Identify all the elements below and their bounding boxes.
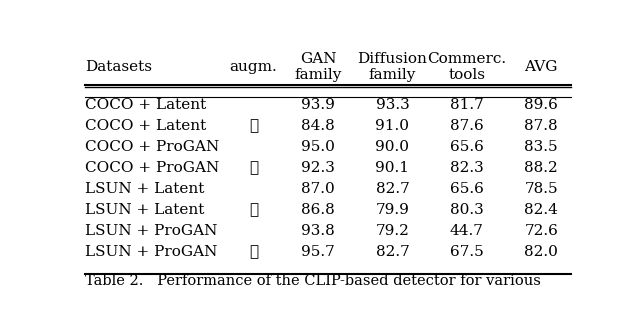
Text: 89.6: 89.6 xyxy=(524,98,558,112)
Text: 90.1: 90.1 xyxy=(376,161,410,175)
Text: LSUN + ProGAN: LSUN + ProGAN xyxy=(85,224,218,238)
Text: COCO + ProGAN: COCO + ProGAN xyxy=(85,140,220,154)
Text: 81.7: 81.7 xyxy=(450,98,484,112)
Text: 80.3: 80.3 xyxy=(450,203,484,217)
Text: Commerc.
tools: Commerc. tools xyxy=(428,51,506,82)
Text: ✓: ✓ xyxy=(249,119,258,133)
Text: 83.5: 83.5 xyxy=(524,140,558,154)
Text: 79.2: 79.2 xyxy=(376,224,410,238)
Text: 82.0: 82.0 xyxy=(524,245,558,259)
Text: GAN
family: GAN family xyxy=(294,51,342,82)
Text: 90.0: 90.0 xyxy=(376,140,410,154)
Text: COCO + ProGAN: COCO + ProGAN xyxy=(85,161,220,175)
Text: 95.7: 95.7 xyxy=(301,245,335,259)
Text: 82.7: 82.7 xyxy=(376,182,410,196)
Text: 65.6: 65.6 xyxy=(450,182,484,196)
Text: 78.5: 78.5 xyxy=(524,182,558,196)
Text: 72.6: 72.6 xyxy=(524,224,558,238)
Text: 95.0: 95.0 xyxy=(301,140,335,154)
Text: LSUN + Latent: LSUN + Latent xyxy=(85,203,204,217)
Text: 84.8: 84.8 xyxy=(301,119,335,133)
Text: 67.5: 67.5 xyxy=(450,245,484,259)
Text: Table 2.   Performance of the CLIP-based detector for various: Table 2. Performance of the CLIP-based d… xyxy=(85,274,541,288)
Text: ✓: ✓ xyxy=(249,161,258,175)
Text: 82.3: 82.3 xyxy=(450,161,484,175)
Text: 88.2: 88.2 xyxy=(524,161,558,175)
Text: 87.0: 87.0 xyxy=(301,182,335,196)
Text: AVG: AVG xyxy=(525,60,558,74)
Text: LSUN + Latent: LSUN + Latent xyxy=(85,182,204,196)
Text: 93.8: 93.8 xyxy=(301,224,335,238)
Text: 86.8: 86.8 xyxy=(301,203,335,217)
Text: COCO + Latent: COCO + Latent xyxy=(85,119,206,133)
Text: ✓: ✓ xyxy=(249,203,258,217)
Text: Diffusion
family: Diffusion family xyxy=(358,51,428,82)
Text: LSUN + ProGAN: LSUN + ProGAN xyxy=(85,245,218,259)
Text: 87.6: 87.6 xyxy=(450,119,484,133)
Text: 82.4: 82.4 xyxy=(524,203,558,217)
Text: 65.6: 65.6 xyxy=(450,140,484,154)
Text: 91.0: 91.0 xyxy=(376,119,410,133)
Text: 79.9: 79.9 xyxy=(376,203,410,217)
Text: 44.7: 44.7 xyxy=(450,224,484,238)
Text: augm.: augm. xyxy=(230,60,278,74)
Text: Datasets: Datasets xyxy=(85,60,152,74)
Text: 93.3: 93.3 xyxy=(376,98,410,112)
Text: COCO + Latent: COCO + Latent xyxy=(85,98,206,112)
Text: 93.9: 93.9 xyxy=(301,98,335,112)
Text: 92.3: 92.3 xyxy=(301,161,335,175)
Text: 82.7: 82.7 xyxy=(376,245,410,259)
Text: ✓: ✓ xyxy=(249,245,258,259)
Text: 87.8: 87.8 xyxy=(524,119,558,133)
